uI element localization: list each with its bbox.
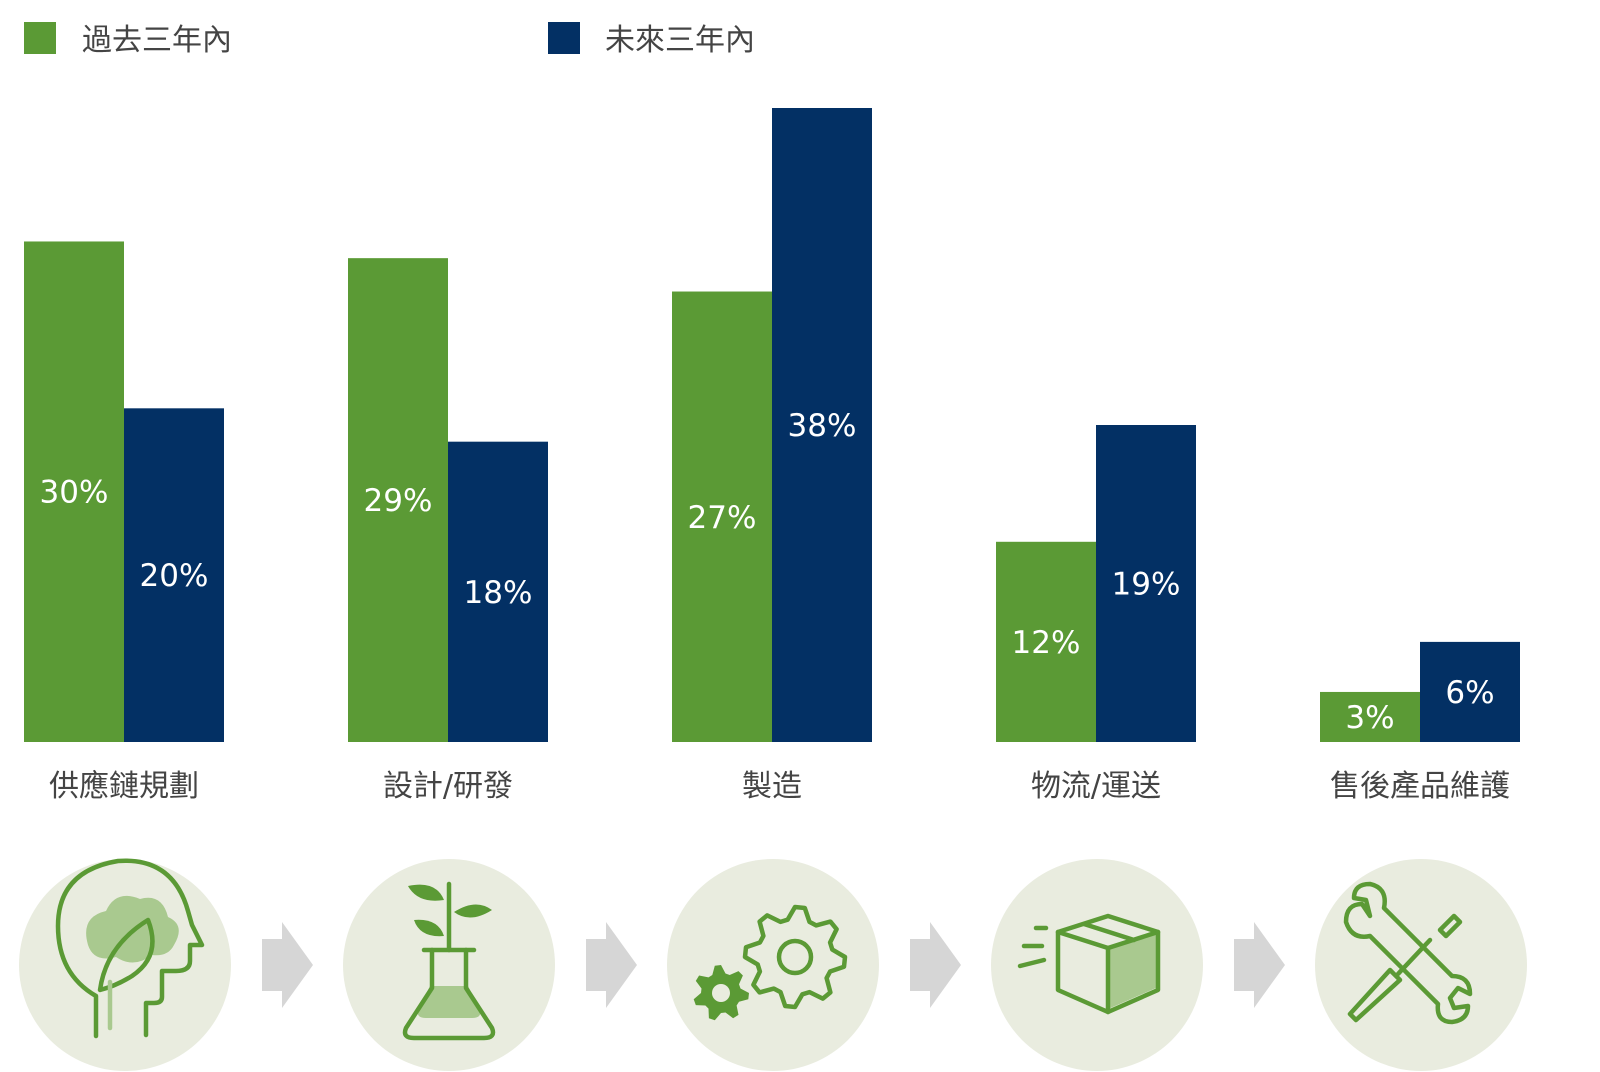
head-leaf-icon xyxy=(55,858,205,1039)
bar-future-1 xyxy=(124,408,224,742)
category-label-3: 製造 xyxy=(742,769,802,804)
stage-icon-1 xyxy=(19,858,231,1071)
value-label-past-1: 30% xyxy=(40,475,109,511)
bar-value-labels: 30% 20% 29% 18% 27% 38% 12% 19% 3% 6% xyxy=(40,408,1495,736)
small-gear-icon xyxy=(693,965,749,1021)
bar-past-2 xyxy=(348,258,448,742)
category-label-1: 供應鏈規劃 xyxy=(49,769,199,804)
bar-past-4 xyxy=(996,541,1096,742)
bar-future-5 xyxy=(1420,641,1520,742)
legend: 過去三年內 未來三年內 xyxy=(24,22,755,58)
legend-label-future: 未來三年內 xyxy=(605,23,755,58)
gear-body xyxy=(742,904,848,1010)
value-label-past-4: 12% xyxy=(1012,625,1081,661)
flow-arrow-icon xyxy=(586,922,637,1008)
icon-circle xyxy=(19,859,231,1071)
stage-icons xyxy=(19,858,1527,1071)
flow-arrow-icon xyxy=(262,922,313,1008)
category-label-5: 售後產品維護 xyxy=(1330,769,1510,804)
category-labels: 供應鏈規劃 設計/研發 製造 物流/運送 售後產品維護 xyxy=(49,769,1510,804)
wrench-screwdriver-icon xyxy=(1343,881,1473,1025)
value-label-past-3: 27% xyxy=(688,500,757,536)
value-label-future-3: 38% xyxy=(788,408,857,444)
bar-future-4 xyxy=(1096,425,1196,742)
bar-future-3 xyxy=(772,108,872,742)
flow-arrow-icon xyxy=(910,922,961,1008)
value-label-future-4: 19% xyxy=(1112,567,1181,603)
value-label-past-5: 3% xyxy=(1345,700,1394,736)
stage-icon-3 xyxy=(667,859,879,1071)
category-label-4: 物流/運送 xyxy=(1031,769,1161,804)
stage-icon-2 xyxy=(343,859,555,1071)
bar-past-5 xyxy=(1320,691,1420,742)
stage-icon-5 xyxy=(1315,859,1527,1071)
value-label-future-5: 6% xyxy=(1445,675,1494,711)
icon-circle xyxy=(343,859,555,1071)
icon-circle xyxy=(667,859,879,1071)
legend-swatch-future xyxy=(548,22,580,54)
box-icon xyxy=(1017,913,1161,1015)
value-label-future-2: 18% xyxy=(464,575,533,611)
value-label-past-2: 29% xyxy=(364,483,433,519)
bar-future-2 xyxy=(448,441,548,742)
gears-icon xyxy=(693,904,848,1021)
legend-swatch-past xyxy=(24,22,56,54)
gear-hole xyxy=(776,938,814,976)
gear-hole xyxy=(712,984,730,1002)
bar-past-3 xyxy=(672,291,772,742)
legend-label-past: 過去三年內 xyxy=(82,23,232,58)
flow-arrow-icon xyxy=(1234,922,1285,1008)
icon-circle xyxy=(1315,859,1527,1071)
stage-icon-4 xyxy=(991,859,1203,1071)
icon-circle xyxy=(991,859,1203,1071)
category-label-2: 設計/研發 xyxy=(383,769,513,804)
bar-past-1 xyxy=(24,241,124,742)
bars-group xyxy=(24,108,1520,742)
plant-flask-icon xyxy=(402,881,496,1041)
large-gear-icon xyxy=(742,904,848,1010)
value-label-future-1: 20% xyxy=(140,558,209,594)
